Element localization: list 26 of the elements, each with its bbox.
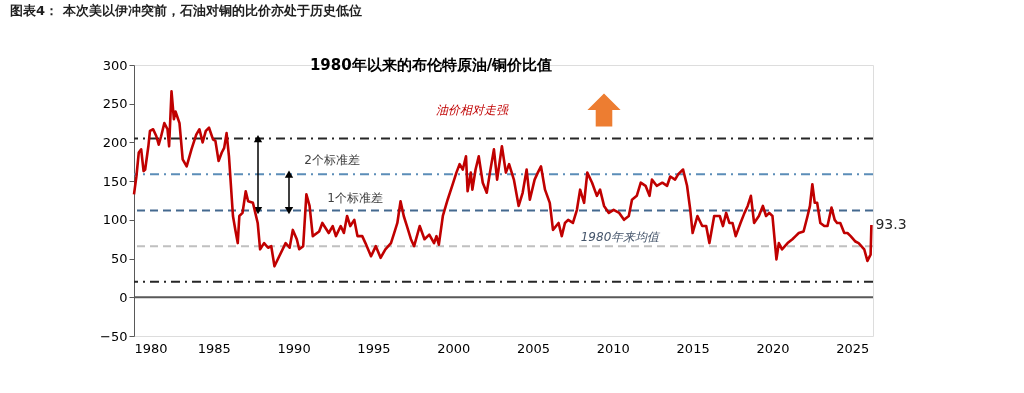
x-tick-label: 1990 — [277, 340, 311, 356]
x-tick-label: 2025 — [836, 340, 870, 356]
annotation: 1个标准差 — [327, 191, 383, 205]
y-tick-label: 200 — [102, 134, 128, 150]
y-tick-label: 300 — [102, 57, 128, 73]
annotation: 1980年来均值 — [580, 230, 662, 244]
annotation: 93.3 — [875, 216, 907, 233]
line-series — [132, 90, 873, 268]
chart-subtitle: 1980年以来的布伦特原油/铜价比值 — [309, 56, 553, 74]
x-tick-label: 2000 — [437, 340, 471, 356]
annotation: 2个标准差 — [304, 153, 360, 167]
y-tick-label: 150 — [102, 173, 128, 189]
x-tick-label: 2010 — [596, 340, 630, 356]
x-tick-label: 2020 — [756, 340, 790, 356]
x-tick-label: 1995 — [357, 340, 391, 356]
chart-title: 图表4： 本次美以伊冲突前，石油对铜的比价亦处于历史低位 — [10, 3, 362, 18]
x-tick-label: 2015 — [676, 340, 710, 356]
annotation: 油价相对走强 — [436, 103, 509, 117]
x-tick-label: 1985 — [197, 340, 231, 356]
y-tick-label: 100 — [102, 212, 128, 228]
y-tick-label: 250 — [102, 96, 128, 112]
y-tick-label: 50 — [110, 251, 128, 267]
x-tick-label: 1980 — [134, 340, 168, 356]
x-tick-label: 2005 — [516, 340, 551, 356]
y-tick-label: −50 — [100, 328, 128, 344]
y-tick-label: 0 — [119, 289, 128, 305]
